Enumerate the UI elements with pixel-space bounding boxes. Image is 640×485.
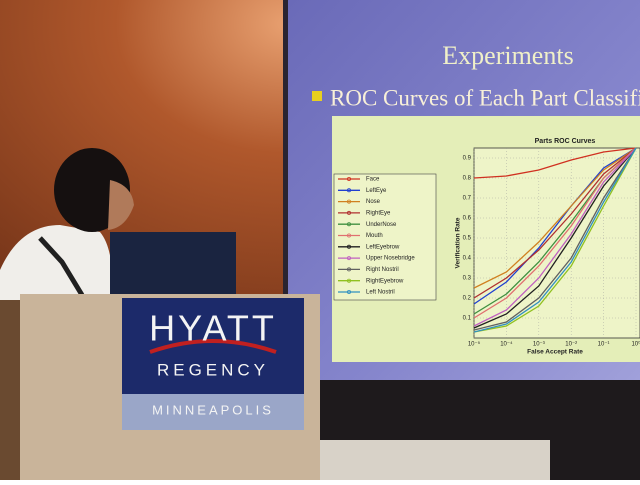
roc-curve bbox=[474, 147, 637, 305]
slide-title: Experiments bbox=[442, 41, 573, 70]
legend-marker bbox=[346, 210, 351, 215]
logo-city: MINNEAPOLIS bbox=[152, 402, 274, 417]
legend-label: RightEyebrow bbox=[366, 278, 404, 284]
legend-label: Mouth bbox=[366, 233, 383, 239]
legend-marker bbox=[346, 188, 351, 193]
logo-city-panel bbox=[122, 394, 304, 430]
legend-marker bbox=[346, 222, 351, 227]
legend-marker bbox=[346, 244, 351, 249]
lanyard bbox=[38, 236, 85, 297]
y-tick-label: 0.9 bbox=[463, 156, 472, 162]
legend-label: LeftEyebrow bbox=[366, 244, 400, 250]
y-tick-label: 0.6 bbox=[463, 216, 472, 222]
legend-label: Upper Nosebridge bbox=[366, 256, 415, 262]
y-tick-label: 0.2 bbox=[463, 296, 472, 302]
legend-label: Nose bbox=[366, 199, 381, 205]
logo-brand: HYATT bbox=[149, 308, 277, 349]
legend-marker bbox=[346, 256, 351, 261]
legend-label: LeftEye bbox=[366, 188, 387, 194]
legend-marker bbox=[346, 278, 351, 283]
y-tick-label: 0.1 bbox=[463, 316, 472, 322]
roc-curve bbox=[474, 147, 637, 331]
x-tick-label: 10⁻² bbox=[565, 342, 577, 348]
roc-curve bbox=[474, 147, 637, 333]
legend-label: RightEye bbox=[366, 210, 391, 216]
roc-curve bbox=[474, 147, 637, 289]
slide-bullet: ROC Curves of Each Part Classifie bbox=[330, 85, 640, 110]
x-axis-label: False Accept Rate bbox=[527, 349, 583, 356]
legend-label: Left Nostril bbox=[366, 290, 395, 296]
logo-panel bbox=[122, 298, 304, 394]
roc-curve bbox=[474, 147, 637, 327]
roc-curve bbox=[474, 147, 637, 299]
legend-marker bbox=[346, 267, 351, 272]
y-tick-label: 0.4 bbox=[463, 256, 472, 262]
legend-marker bbox=[346, 176, 351, 181]
x-tick-label: 10⁻³ bbox=[533, 342, 545, 348]
roc-curve bbox=[474, 147, 637, 319]
legend-marker bbox=[346, 233, 351, 238]
laptop bbox=[110, 232, 236, 294]
y-tick-label: 0.7 bbox=[463, 196, 472, 202]
table-edge bbox=[320, 440, 550, 480]
legend-label: Face bbox=[366, 177, 380, 183]
legend-marker bbox=[346, 289, 351, 294]
chart-title: Parts ROC Curves bbox=[535, 138, 596, 145]
x-tick-label: 10⁻⁴ bbox=[500, 341, 513, 348]
roc-curve bbox=[474, 147, 637, 329]
roc-curve bbox=[474, 147, 637, 333]
x-tick-label: 10⁰ bbox=[631, 341, 640, 348]
legend-box bbox=[333, 173, 437, 301]
bullet-icon bbox=[312, 91, 322, 101]
x-tick-label: 10⁻⁵ bbox=[468, 341, 481, 348]
logo-arc bbox=[149, 339, 277, 354]
y-tick-label: 0.5 bbox=[463, 236, 472, 242]
legend-label: UnderNose bbox=[366, 222, 397, 228]
person-face bbox=[108, 180, 134, 230]
y-tick-label: 0.8 bbox=[463, 176, 472, 182]
x-tick-label: 10⁻¹ bbox=[598, 342, 610, 348]
legend-marker bbox=[346, 199, 351, 204]
chart: Parts ROC Curves False Accept Rate Verif… bbox=[338, 138, 640, 356]
roc-curve bbox=[474, 147, 637, 179]
y-axis-label: Verification Rate bbox=[455, 217, 462, 268]
legend-label: Right Nostril bbox=[366, 267, 399, 273]
podium-side bbox=[0, 300, 20, 480]
logo-subbrand: REGENCY bbox=[157, 360, 269, 379]
y-tick-label: 0.3 bbox=[463, 276, 472, 282]
